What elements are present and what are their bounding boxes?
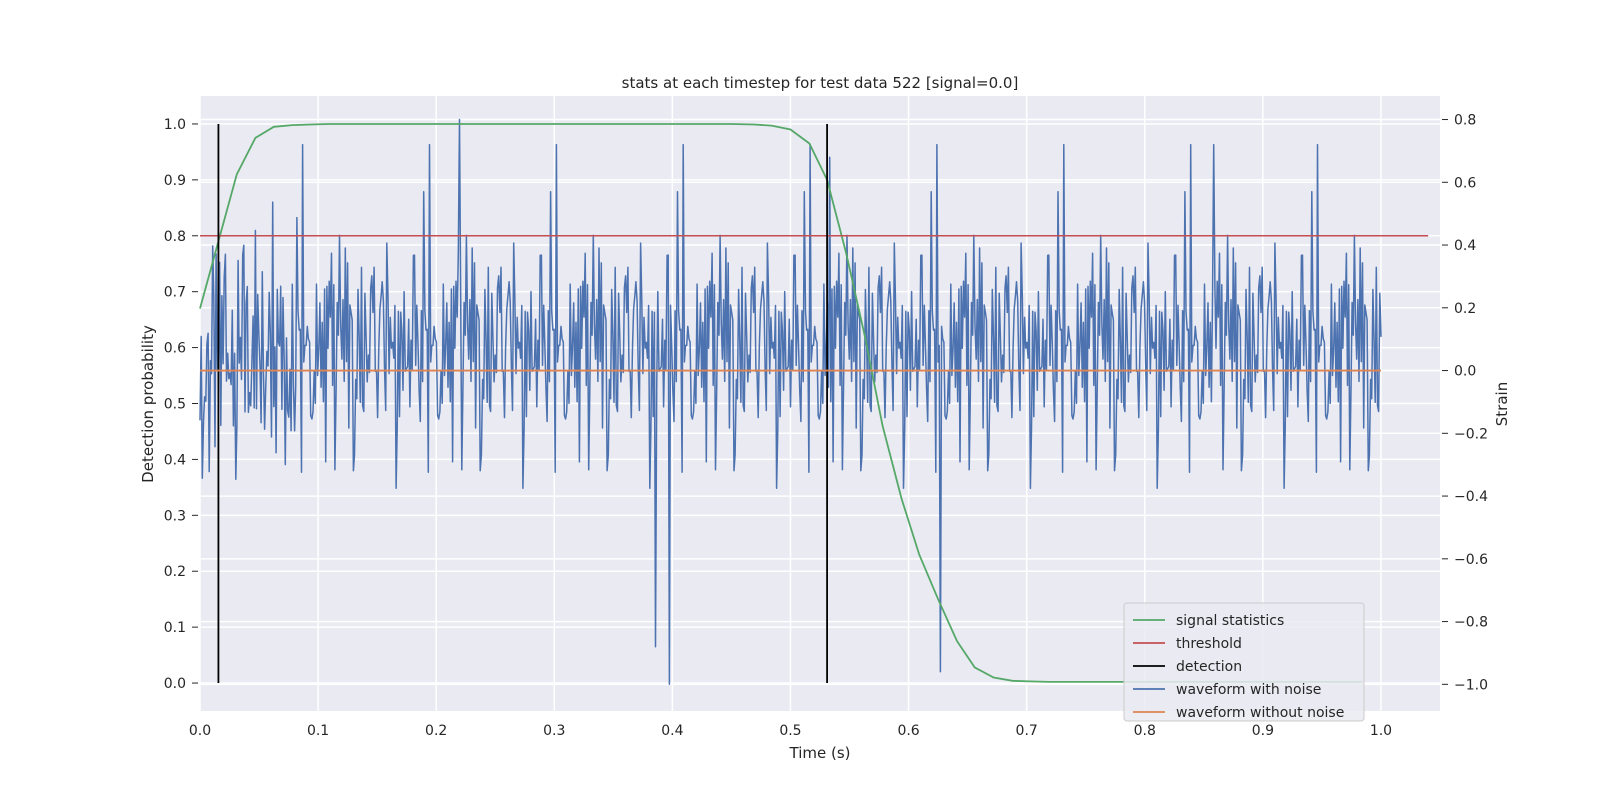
series-signal-statistics: [199, 123, 1363, 683]
y2-tick-label: −1.0: [1454, 677, 1488, 693]
y2-ticks: −1.0 −0.8 −0.6 −0.4 −0.2 0.0 0.2 0.4 0.6 0.8: [1442, 113, 1488, 693]
series-lines: [199, 118, 1429, 686]
series-waveform-with-noise: [199, 118, 1382, 686]
y2-axis-label: Strain: [1493, 382, 1511, 426]
chart-title: stats at each timestep for test data 522…: [622, 74, 1019, 92]
x-tick-label: 0.0: [189, 723, 211, 739]
y-tick-label: 0.1: [164, 620, 186, 636]
legend-label: waveform with noise: [1176, 682, 1321, 698]
legend-label: waveform without noise: [1176, 705, 1344, 721]
y-tick-label: 0.6: [164, 341, 186, 357]
y-tick-label: 0.5: [164, 397, 186, 413]
y2-tick-label: 0.6: [1454, 175, 1476, 191]
x-ticks: 0.0 0.1 0.2 0.3 0.4 0.5 0.6 0.7 0.8 0.9 1.0: [189, 723, 1392, 739]
y-tick-label: 0.8: [164, 229, 186, 245]
legend: signal statistics threshold detection wavef…: [1123, 602, 1365, 722]
y2-tick-label: −0.2: [1454, 426, 1488, 442]
y-tick-label: 0.9: [164, 173, 186, 189]
x-tick-label: 0.6: [897, 723, 919, 739]
x-tick-label: 0.1: [307, 723, 329, 739]
legend-label: threshold: [1176, 636, 1242, 652]
x-tick-label: 0.9: [1252, 723, 1274, 739]
y2-tick-label: 0.2: [1454, 301, 1476, 317]
x-tick-label: 0.4: [661, 723, 683, 739]
x-tick-label: 0.8: [1134, 723, 1156, 739]
y2-tick-label: −0.4: [1454, 489, 1488, 505]
y2-tick-label: −0.6: [1454, 552, 1488, 568]
y2-tick-label: 0.8: [1454, 113, 1476, 129]
y2-tick-label: 0.4: [1454, 238, 1476, 254]
y-tick-label: 1.0: [164, 117, 186, 133]
y-tick-label: 0.3: [164, 508, 186, 524]
x-tick-label: 0.2: [425, 723, 447, 739]
legend-label: signal statistics: [1176, 613, 1284, 629]
y-ticks: 0.0 0.1 0.2 0.3 0.4 0.5 0.6 0.7 0.8 0.9 1.0: [164, 117, 198, 692]
legend-box: [1123, 602, 1365, 722]
x-tick-label: 0.7: [1016, 723, 1038, 739]
y-tick-label: 0.4: [164, 452, 186, 468]
y-tick-label: 0.0: [164, 676, 186, 692]
x-axis-label: Time (s): [789, 744, 851, 762]
x-tick-label: 1.0: [1370, 723, 1392, 739]
y-tick-label: 0.7: [164, 285, 186, 301]
x-tick-label: 0.5: [779, 723, 801, 739]
y-tick-label: 0.2: [164, 564, 186, 580]
y-axis-label: Detection probability: [139, 325, 157, 483]
y2-tick-label: −0.8: [1454, 615, 1488, 631]
y2-tick-label: 0.0: [1454, 364, 1476, 380]
x-tick-label: 0.3: [543, 723, 565, 739]
legend-label: detection: [1176, 659, 1242, 675]
